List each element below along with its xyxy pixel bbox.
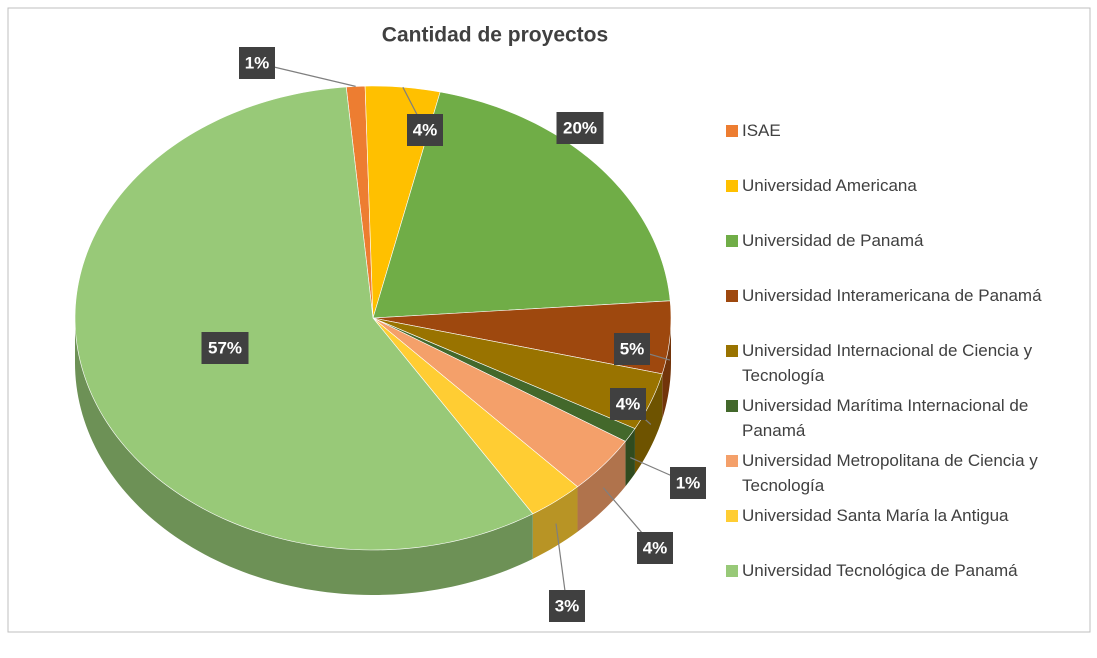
legend-label: Universidad Marítima Internacional de Pa… [742,396,1029,440]
slice [372,317,663,430]
legend-swatch [726,510,738,522]
legend-swatch [726,565,738,577]
legend-swatch [726,455,738,467]
data-label: 4% [616,394,641,413]
legend-swatch [726,345,738,357]
legend-item: Universidad Interamericana de Panamá [722,283,1082,338]
legend-label: Universidad Tecnológica de Panamá [742,561,1018,580]
data-label: 1% [676,473,701,492]
legend-item: Universidad Americana [722,173,1082,228]
legend-label: Universidad de Panamá [742,231,924,250]
legend-label: Universidad Interamericana de Panamá [742,286,1042,305]
legend: ISAE Universidad Americana Universidad de … [722,118,1082,613]
legend-swatch [726,290,738,302]
chart-title: Cantidad de proyectos [382,24,608,47]
slice [372,91,671,319]
slice-side [577,441,626,532]
slice [74,86,534,551]
legend-item: Universidad Santa María la Antigua [722,503,1082,558]
label-box [201,332,249,364]
legend-item: Universidad Metropolitana de Ciencia y T… [722,448,1082,503]
legend-item: Universidad Internacional de Ciencia y T… [722,338,1082,393]
data-label: 3% [555,596,580,615]
legend-item: Universidad Marítima Internacional de Pa… [722,393,1082,448]
data-label: 4% [413,120,438,139]
label-box [614,333,650,365]
slice [372,317,626,488]
slice [372,317,579,515]
label-box [407,114,443,146]
legend-label: Universidad Americana [742,176,917,195]
legend-item: Universidad de Panamá [722,228,1082,283]
legend-item: ISAE [722,118,1082,173]
label-box [239,47,275,79]
legend-swatch [726,125,738,137]
data-label: 20% [563,118,597,137]
data-label: 4% [643,538,668,557]
data-label: 57% [208,338,242,357]
label-box [556,112,604,144]
slice-side [634,373,663,474]
slice-side [532,486,578,559]
legend-label: Universidad Santa María la Antigua [742,506,1009,525]
label-box [637,532,673,564]
data-label: 1% [245,53,270,72]
legend-item: Universidad Tecnológica de Panamá [722,558,1082,613]
slice-side [625,428,635,487]
slice [372,300,672,375]
label-box [549,590,585,622]
legend-label: Universidad Internacional de Ciencia y T… [742,341,1033,385]
slice-side [662,318,671,419]
legend-label: ISAE [742,121,781,140]
pie: 1% 4% 20% 5% 4% 1% 4% 3% 57% [74,47,706,622]
slice-side [75,318,533,595]
legend-swatch [726,235,738,247]
legend-label: Universidad Metropolitana de Ciencia y T… [742,451,1038,495]
legend-swatch [726,400,738,412]
legend-swatch [726,180,738,192]
data-label: 5% [620,339,645,358]
label-box [610,388,646,420]
label-box [670,467,706,499]
